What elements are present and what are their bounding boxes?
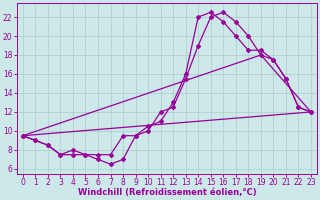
X-axis label: Windchill (Refroidissement éolien,°C): Windchill (Refroidissement éolien,°C) bbox=[77, 188, 256, 197]
